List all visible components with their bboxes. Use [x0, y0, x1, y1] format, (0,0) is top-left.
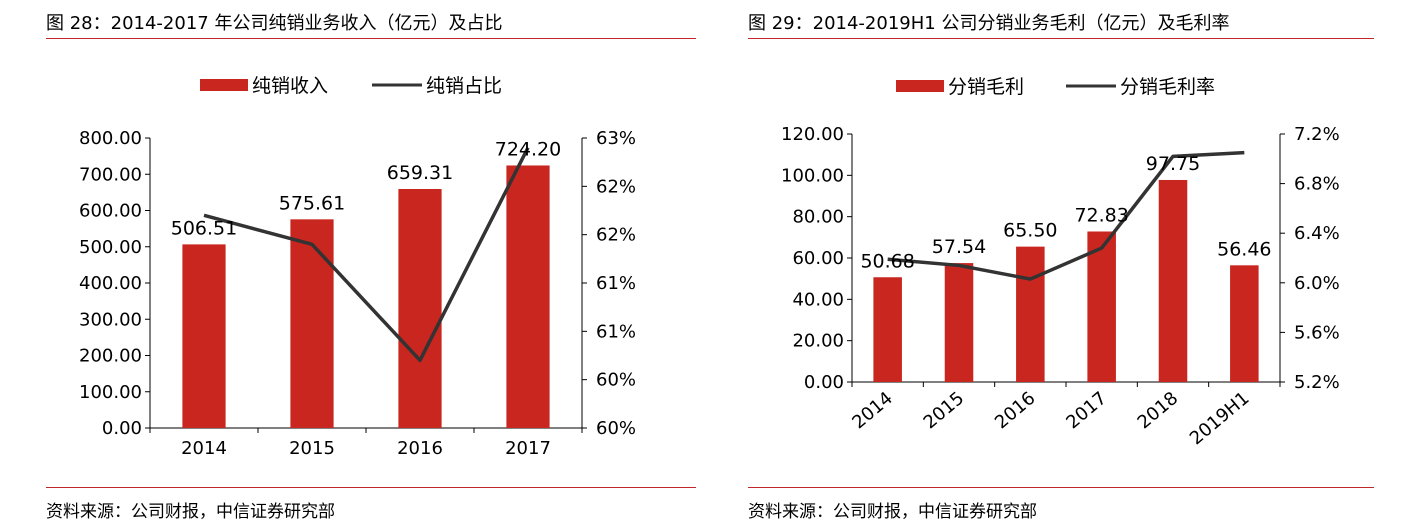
- bar: [506, 165, 550, 428]
- left-tick-label: 0.00: [804, 372, 844, 393]
- right-tick-label: 62%: [596, 225, 636, 246]
- data-label: 659.31: [387, 162, 453, 184]
- bar: [1016, 246, 1045, 382]
- right-tick-label: 63%: [596, 128, 636, 149]
- bar: [944, 263, 974, 382]
- right-tick-label: 5.6%: [1294, 322, 1340, 343]
- data-label: 575.61: [279, 192, 345, 214]
- data-label: 57.54: [932, 236, 986, 258]
- x-tick-label: 2016: [397, 438, 443, 459]
- bar: [1087, 231, 1116, 382]
- data-label: 724.20: [495, 138, 561, 160]
- right-tick-label: 6.0%: [1294, 273, 1340, 294]
- source-note: 资料来源：公司财报，中信证券研究部: [46, 502, 335, 522]
- left-tick-label: 700.00: [79, 164, 142, 185]
- x-tick-label: 2017: [1062, 388, 1111, 434]
- chart-panel-1: 图 28：2014-2017 年公司纯销业务收入（亿元）及占比 纯销收入 纯销占比…: [46, 0, 696, 532]
- bar: [182, 244, 226, 428]
- right-tick-label: 61%: [596, 273, 636, 294]
- legend-label: 分销毛利率: [1120, 76, 1215, 98]
- chart-1: 纯销收入 纯销占比 0.00 100.00 200.00 300.00 400.00 500.…: [79, 75, 636, 459]
- left-tick-label: 500.00: [79, 237, 142, 258]
- right-tick-label: 60%: [596, 418, 636, 439]
- source-rule: [46, 487, 696, 488]
- data-label: 50.68: [860, 250, 914, 272]
- x-tick-label: 2019H1: [1186, 388, 1254, 450]
- left-tick-label: 800.00: [79, 128, 142, 149]
- bar: [1230, 265, 1259, 382]
- bar: [1158, 179, 1188, 382]
- x-tick-label: 2017: [505, 438, 551, 459]
- right-tick-label: 7.2%: [1294, 124, 1340, 145]
- left-tick-label: 200.00: [79, 346, 142, 367]
- chart-panel-2: 图 29：2014-2019H1 公司分销业务毛利（亿元）及毛利率 分销毛利 分销…: [748, 0, 1374, 532]
- x-tick-label: 2018: [1134, 388, 1183, 434]
- right-tick-label: 61%: [596, 321, 636, 342]
- data-label: 56.46: [1217, 238, 1271, 260]
- left-tick-label: 120.00: [781, 124, 844, 145]
- x-tick-label: 2014: [181, 438, 227, 459]
- source-note: 资料来源：公司财报，中信证券研究部: [748, 502, 1037, 522]
- left-tick-label: 300.00: [79, 309, 142, 330]
- bar: [873, 277, 902, 382]
- right-tick-label: 60%: [596, 370, 636, 391]
- x-tick-label: 2015: [920, 388, 969, 434]
- right-tick-label: 62%: [596, 176, 636, 197]
- title-rule: [748, 38, 1374, 39]
- right-tick-label: 6.4%: [1294, 223, 1340, 244]
- chart-title: 图 28：2014-2017 年公司纯销业务收入（亿元）及占比: [46, 13, 503, 34]
- right-tick-label: 5.2%: [1294, 372, 1340, 393]
- left-tick-label: 60.00: [792, 248, 844, 269]
- chart-title: 图 29：2014-2019H1 公司分销业务毛利（亿元）及毛利率: [748, 13, 1230, 34]
- left-tick-label: 400.00: [79, 273, 142, 294]
- legend-label: 纯销收入: [252, 75, 328, 97]
- data-label: 65.50: [1003, 220, 1057, 242]
- left-tick-label: 40.00: [792, 289, 844, 310]
- source-rule: [748, 487, 1374, 488]
- chart-2: 分销毛利 分销毛利率 0.00 20.00 40.00 60.00 80.00 100.00 1…: [781, 76, 1340, 450]
- x-tick-label: 2015: [289, 438, 335, 459]
- legend-bar-swatch: [896, 80, 944, 92]
- x-tick-label: 2014: [848, 388, 897, 434]
- legend-bar-swatch: [200, 79, 248, 91]
- left-tick-label: 600.00: [79, 201, 142, 222]
- line-series: [203, 146, 530, 363]
- title-rule: [46, 38, 696, 39]
- x-tick-label: 2016: [991, 388, 1040, 434]
- left-tick-label: 20.00: [792, 331, 844, 352]
- line-series: [887, 150, 1245, 281]
- left-tick-label: 100.00: [79, 382, 142, 403]
- left-tick-label: 80.00: [792, 207, 844, 228]
- left-tick-label: 0.00: [102, 418, 142, 439]
- data-label: 97.75: [1146, 153, 1200, 175]
- right-tick-label: 6.8%: [1294, 174, 1340, 195]
- bar: [398, 189, 442, 428]
- left-tick-label: 100.00: [781, 165, 844, 186]
- data-label: 506.51: [171, 217, 237, 239]
- legend-label: 纯销占比: [426, 75, 502, 97]
- data-label: 72.83: [1074, 204, 1128, 226]
- bar: [290, 219, 334, 428]
- legend-label: 分销毛利: [948, 76, 1024, 98]
